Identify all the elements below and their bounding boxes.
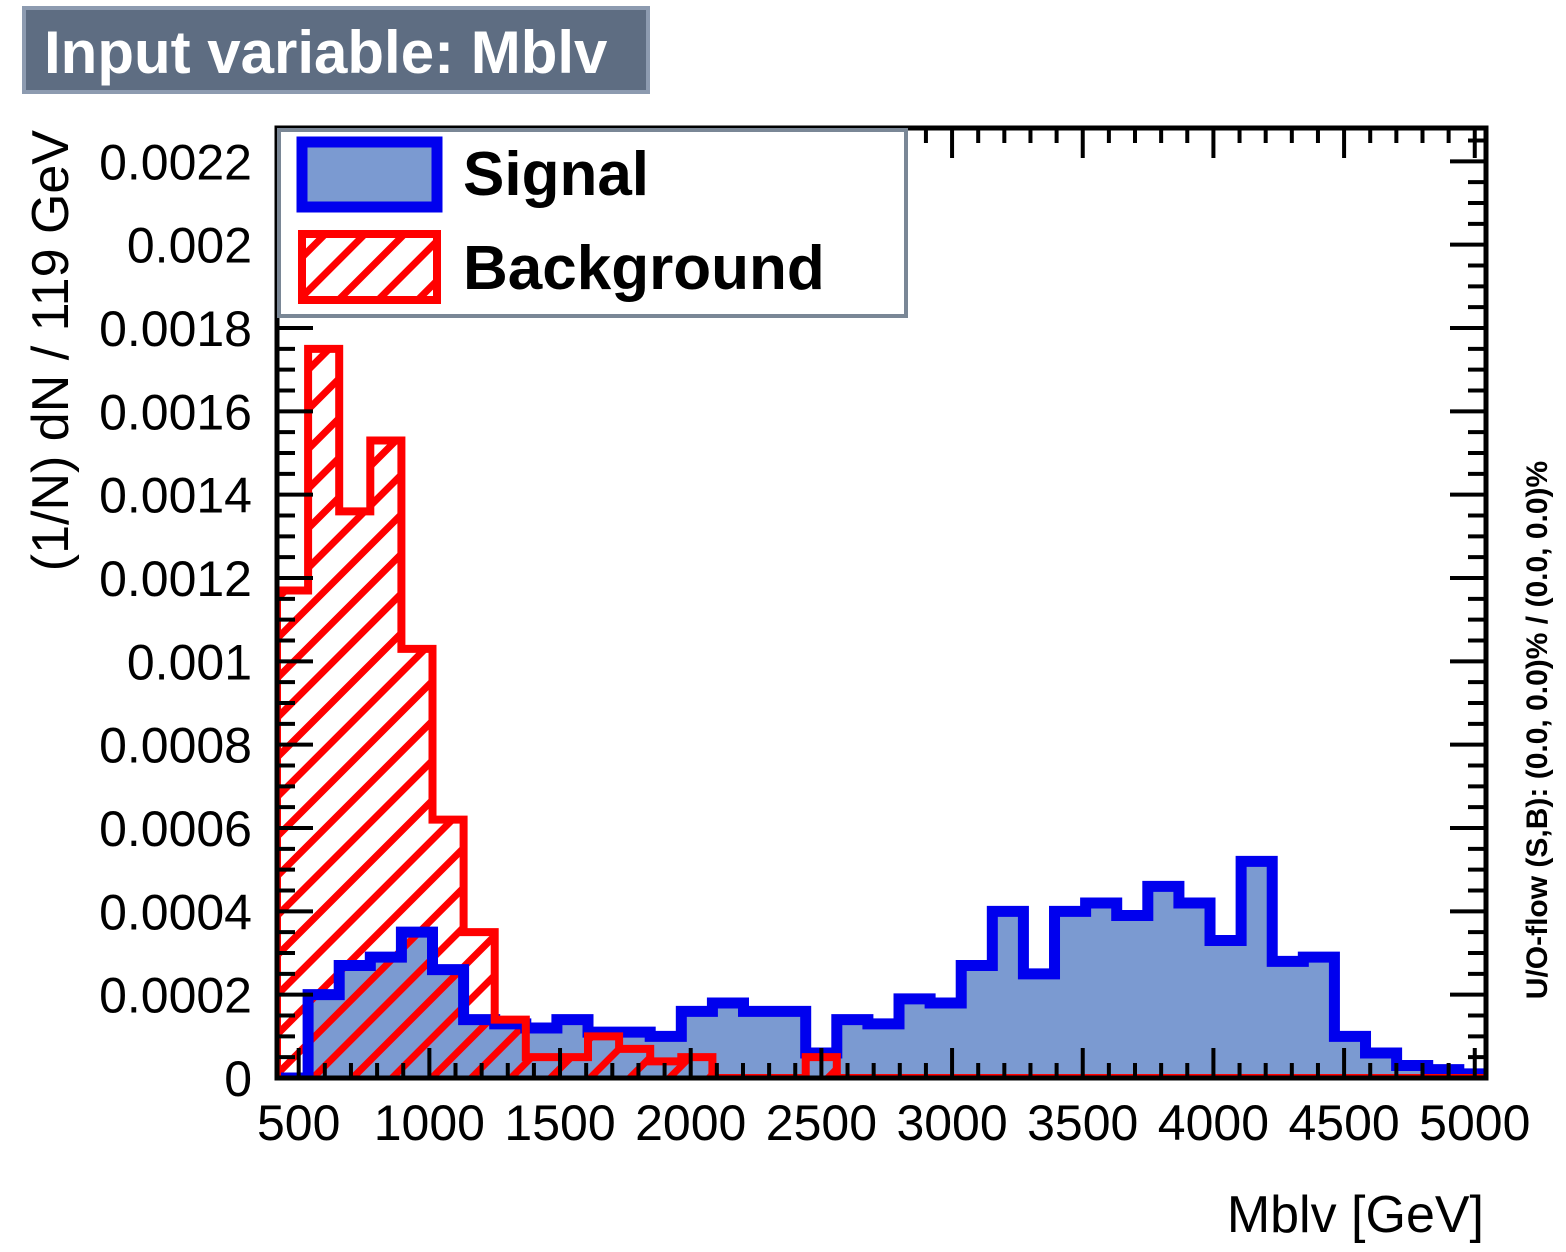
y-axis-label: (1/N) dN / 119 GeV bbox=[22, 130, 80, 572]
y-tick-label: 0.0014 bbox=[99, 468, 252, 524]
x-tick-label: 1500 bbox=[504, 1095, 615, 1151]
y-tick-label: 0.0004 bbox=[99, 884, 252, 940]
y-tick-label: 0.0002 bbox=[99, 968, 252, 1024]
y-tick-label: 0.002 bbox=[127, 218, 252, 274]
y-tick-label: 0.001 bbox=[127, 634, 252, 690]
y-tick-label: 0.0006 bbox=[99, 801, 252, 857]
x-tick-label: 1000 bbox=[374, 1095, 485, 1151]
x-tick-label: 5000 bbox=[1419, 1095, 1530, 1151]
y-tick-label: 0.0016 bbox=[99, 384, 252, 440]
legend-background-label: Background bbox=[463, 234, 825, 303]
y-tick-label: 0.0018 bbox=[99, 301, 252, 357]
legend-background-swatch bbox=[298, 230, 441, 304]
x-tick-label: 4500 bbox=[1288, 1095, 1399, 1151]
legend-signal-swatch bbox=[296, 136, 443, 213]
background-hatch bbox=[277, 348, 1486, 1078]
y-tick-label: 0 bbox=[224, 1051, 252, 1107]
y-tick-label: 0.0012 bbox=[99, 551, 252, 607]
y-tick-label: 0.0022 bbox=[99, 134, 252, 190]
legend: Signal Background bbox=[277, 128, 908, 318]
signal-outline bbox=[277, 855, 1486, 1078]
overflow-note: U/O-flow (S,B): (0.0, 0.0)% / (0.0, 0.0)… bbox=[1521, 461, 1554, 999]
x-tick-label: 2000 bbox=[635, 1095, 746, 1151]
x-tick-label: 3000 bbox=[896, 1095, 1007, 1151]
legend-signal-label: Signal bbox=[463, 140, 649, 209]
x-tick-label: 3500 bbox=[1027, 1095, 1138, 1151]
chart-title-box: Input variable: Mblv bbox=[22, 6, 650, 94]
x-tick-label: 2500 bbox=[766, 1095, 877, 1151]
x-tick-label: 500 bbox=[257, 1095, 340, 1151]
y-tick-label: 0.0008 bbox=[99, 718, 252, 774]
x-tick-label: 4000 bbox=[1158, 1095, 1269, 1151]
chart-title: Input variable: Mblv bbox=[44, 19, 608, 86]
series-layer bbox=[277, 344, 1486, 1078]
x-axis-label: Mblv [GeV] bbox=[1227, 1186, 1484, 1244]
background-outline bbox=[277, 344, 1486, 1078]
